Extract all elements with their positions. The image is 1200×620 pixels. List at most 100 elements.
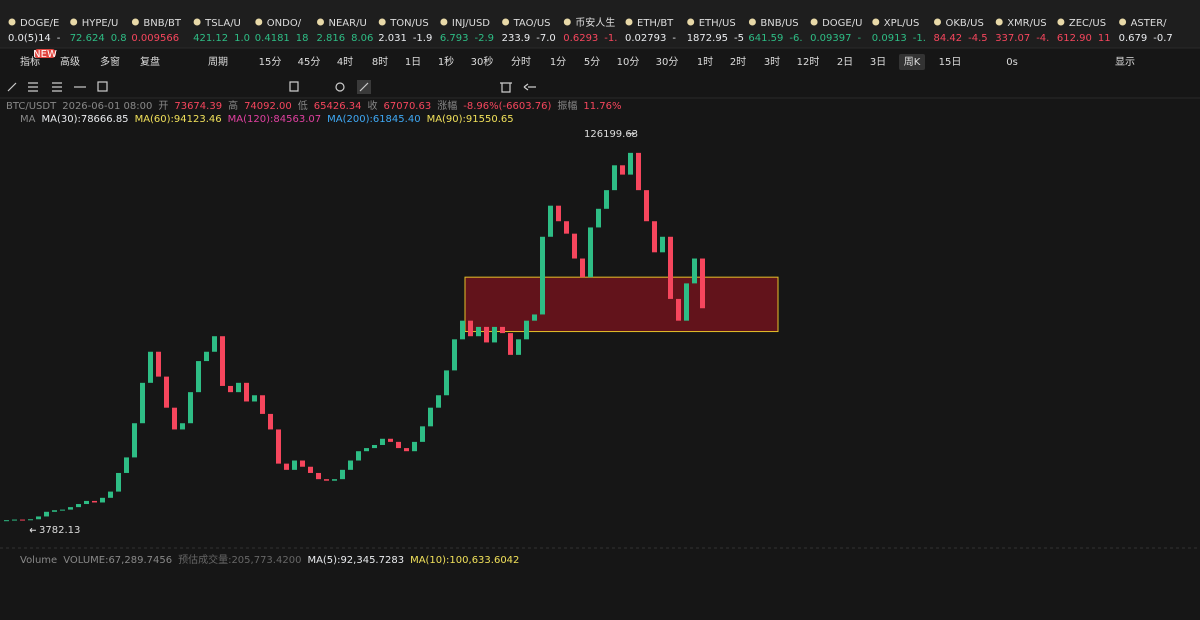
- ticker-name[interactable]: 币安人生: [575, 16, 615, 29]
- candle: [308, 466, 313, 473]
- candle: [220, 336, 225, 386]
- ohlc-info: 74092.00: [244, 101, 292, 112]
- candle: [676, 298, 681, 321]
- ticker-name[interactable]: ETH/US: [699, 18, 736, 29]
- tool-icon[interactable]: [523, 83, 536, 91]
- candle: [332, 479, 337, 481]
- toolbar-button[interactable]: 多窗: [100, 55, 120, 68]
- interval-button[interactable]: 3时: [764, 56, 780, 68]
- interval-button[interactable]: 2时: [730, 56, 746, 68]
- interval-button[interactable]: 分时: [511, 56, 531, 68]
- interval-button[interactable]: 1日: [405, 57, 421, 68]
- candle: [420, 426, 425, 442]
- ticker-name[interactable]: ONDO/: [267, 18, 302, 29]
- tool-icon[interactable]: [359, 82, 369, 92]
- ticker-name[interactable]: ZEC/US: [1069, 18, 1106, 29]
- ticker-name[interactable]: ASTER/: [1131, 18, 1168, 29]
- candle: [340, 469, 345, 480]
- coin-icon: [1057, 18, 1065, 26]
- ticker-change: -5: [734, 33, 744, 44]
- candle: [20, 519, 25, 521]
- interval-button[interactable]: 5分: [584, 56, 600, 68]
- interval-button[interactable]: 2日: [837, 57, 853, 68]
- interval-button[interactable]: 30秒: [471, 55, 494, 68]
- ticker-price: 337.07: [995, 33, 1030, 44]
- ticker-name[interactable]: BNB/US: [760, 18, 798, 29]
- candle: [540, 236, 545, 315]
- candle: [460, 320, 465, 340]
- ticker-name[interactable]: DOGE/E: [20, 18, 59, 29]
- ticker-name[interactable]: XMR/US: [1007, 18, 1046, 29]
- volume-info: Volume: [20, 555, 57, 566]
- coin-icon: [1119, 18, 1127, 26]
- interval-button[interactable]: 1分: [550, 56, 566, 68]
- tool-icon[interactable]: [97, 81, 108, 92]
- candle: [12, 519, 17, 521]
- coin-icon: [193, 18, 201, 26]
- badge: NEW: [33, 49, 57, 60]
- interval-button[interactable]: 30分: [656, 56, 679, 68]
- interval-button[interactable]: 3日: [870, 57, 886, 68]
- candle: [132, 423, 137, 458]
- candle: [572, 233, 577, 259]
- ticker-price: 0.009566: [131, 33, 179, 44]
- candle: [92, 500, 97, 503]
- ticker-price: 2.031: [378, 33, 407, 44]
- ticker-name[interactable]: DOGE/U: [822, 18, 862, 29]
- candle: [300, 460, 305, 467]
- interval-button[interactable]: 15日: [939, 57, 962, 68]
- ticker-price: 0.679: [1119, 33, 1148, 44]
- ticker-change: -: [57, 33, 61, 44]
- arrow: [29, 527, 36, 533]
- interval-button[interactable]: 周K: [904, 56, 921, 68]
- tool-icon[interactable]: [500, 82, 512, 93]
- candle: [468, 320, 473, 337]
- ohlc-info: 11.76%: [583, 101, 621, 112]
- ticker-name[interactable]: NEAR/U: [329, 18, 367, 29]
- interval-button[interactable]: 8时: [372, 56, 388, 68]
- interval-button[interactable]: 12时: [797, 56, 820, 68]
- toolbar-button[interactable]: 指标: [20, 55, 40, 68]
- interval-button[interactable]: 4时: [337, 56, 353, 68]
- candle: [108, 491, 113, 498]
- tool-icon[interactable]: [7, 82, 17, 92]
- candle: [652, 221, 657, 253]
- candle: [68, 507, 73, 510]
- coin-icon: [502, 18, 510, 26]
- tool-icon[interactable]: [28, 82, 38, 92]
- tool-icon[interactable]: [52, 82, 62, 92]
- interval-button[interactable]: 45分: [298, 56, 321, 68]
- candle: [524, 320, 529, 340]
- ticker-name[interactable]: HYPE/U: [82, 18, 119, 29]
- coin-icon: [810, 18, 818, 26]
- ticker-name[interactable]: TAO/US: [513, 18, 551, 29]
- interval-button[interactable]: 1时: [697, 56, 713, 68]
- interval-button[interactable]: 1秒: [438, 55, 454, 68]
- candle: [236, 382, 241, 393]
- candle: [356, 451, 361, 461]
- toolbar-button[interactable]: 复盘: [140, 55, 160, 68]
- ticker-name[interactable]: INJ/USD: [452, 18, 490, 29]
- interval-button[interactable]: 10分: [617, 56, 640, 68]
- ticker-name[interactable]: ETH/BT: [637, 18, 674, 29]
- ticker-name[interactable]: BNB/BT: [143, 18, 181, 29]
- coin-icon: [131, 18, 139, 26]
- ticker-name[interactable]: XPL/US: [884, 18, 920, 29]
- candle: [548, 205, 553, 237]
- ticker-name[interactable]: OKB/US: [946, 18, 984, 29]
- candle: [564, 221, 569, 234]
- ticker-name[interactable]: TON/US: [389, 18, 429, 29]
- tool-icon[interactable]: [289, 81, 299, 92]
- coin-icon: [625, 18, 633, 26]
- tool-icon[interactable]: [335, 82, 345, 92]
- ohlc-info: 开: [158, 101, 168, 112]
- ticker-change: 8.06: [351, 33, 373, 44]
- interval-button[interactable]: 15分: [259, 56, 282, 68]
- candle: [388, 438, 393, 442]
- toolbar-button[interactable]: 高级: [60, 55, 80, 68]
- ticker-name[interactable]: TSLA/U: [204, 18, 241, 29]
- coin-icon: [748, 18, 756, 26]
- toolbar-button[interactable]: 周期: [208, 56, 228, 68]
- display-button[interactable]: 显示: [1115, 56, 1135, 68]
- ticker-change: -4.: [1036, 33, 1049, 44]
